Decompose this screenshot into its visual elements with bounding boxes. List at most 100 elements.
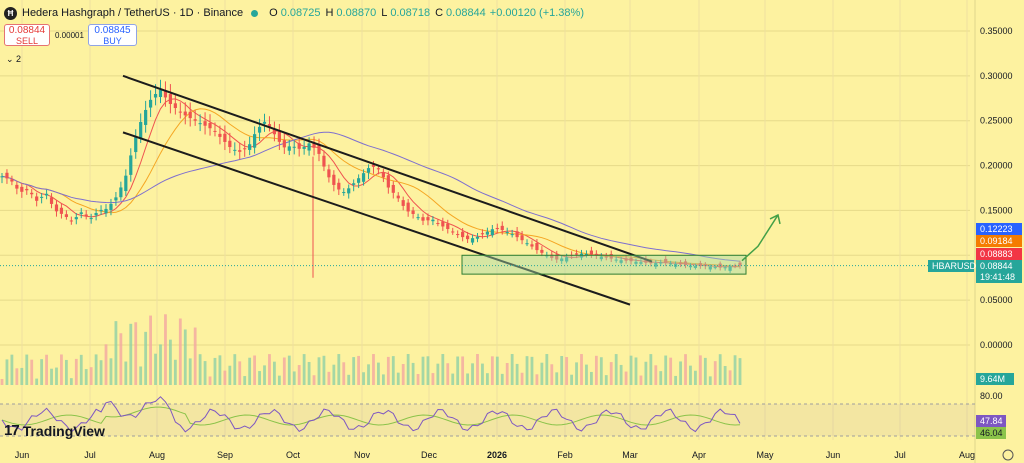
candle-body [15, 184, 19, 189]
volume-bar [451, 373, 455, 385]
candle-body [337, 182, 341, 190]
candle-body [619, 260, 623, 263]
volume-bar [733, 355, 737, 385]
buy-button[interactable]: 0.08845 BUY [88, 24, 137, 46]
candle-body [262, 121, 267, 124]
candle-body [451, 231, 455, 233]
candle-body [188, 111, 192, 119]
volume-bar [109, 358, 113, 385]
candle-body [495, 227, 499, 230]
time-tick-label: Dec [421, 450, 438, 460]
volume-bar [159, 344, 162, 385]
candle-body [723, 267, 727, 269]
candle-body [500, 225, 504, 231]
price-axis[interactable]: 0.350000.300000.250000.200000.150000.100… [928, 26, 1022, 439]
volume-bar [203, 361, 207, 385]
volume-bar [25, 354, 29, 385]
indicators-toggle[interactable]: ⌄ 2 [6, 54, 22, 64]
candle-body [168, 94, 173, 104]
breakout-arrowhead[interactable] [769, 213, 781, 225]
volume-bar [604, 375, 608, 385]
market-status-icon[interactable] [251, 9, 259, 17]
volume-bar [60, 354, 63, 385]
volume-bar [45, 354, 48, 385]
candle-body [574, 253, 579, 255]
candle-body [683, 261, 688, 265]
sell-button[interactable]: 0.08844 SELL [4, 24, 50, 46]
volume-bar [198, 354, 202, 385]
candle-body [475, 236, 480, 239]
volume-bar [287, 355, 291, 385]
volume-bar [679, 361, 682, 385]
volume-bar [277, 375, 281, 385]
volume-bar [446, 363, 450, 385]
volume-last-label: 9.64M [980, 374, 1005, 384]
volume-bar [169, 339, 172, 385]
volume-bar [129, 323, 133, 385]
candle-body [272, 129, 277, 135]
candle-body [624, 258, 628, 261]
candle-body [223, 133, 227, 142]
channel-lower-line[interactable] [122, 131, 631, 306]
consolidation-box[interactable] [461, 254, 747, 275]
volume-bar [669, 357, 673, 385]
volume-bar [337, 354, 341, 385]
chart-header: Ħ Hedera Hashgraph / TetherUS · 1D · Bin… [4, 5, 584, 21]
candle-body [614, 259, 618, 261]
candle-body [664, 258, 668, 263]
spread-value: 0.00001 [55, 31, 84, 40]
volume-bar [674, 375, 678, 385]
candle-body [361, 173, 366, 182]
price-tick-label: 0.15000 [980, 205, 1013, 215]
volume-bar [738, 358, 742, 385]
volume-bar [228, 365, 232, 385]
volume-bar [282, 357, 286, 385]
breakout-arrow[interactable] [741, 214, 779, 262]
candle-body [416, 217, 420, 219]
time-axis[interactable]: Jun Jul Aug Sep Oct Nov Dec 2026 Feb Mar Apr May Jun… [15, 449, 1014, 461]
volume-bar [357, 355, 361, 385]
time-tick-label: Jul [84, 450, 96, 460]
volume-bar [466, 373, 469, 385]
volume-bar [624, 371, 628, 385]
volume-bar [728, 370, 732, 385]
candle-body [178, 111, 182, 113]
candle-body [688, 265, 693, 268]
candle-body [470, 238, 475, 243]
candle-body [639, 262, 643, 264]
volume-bar [144, 331, 148, 385]
candle-body [198, 123, 202, 125]
volume-bar [367, 364, 370, 385]
volume-bar [594, 355, 598, 385]
candle-body [609, 254, 613, 259]
candle-body [163, 91, 168, 98]
volume-bar [431, 373, 435, 385]
candle-body [183, 111, 187, 116]
candle-body [446, 223, 450, 229]
volume-bar [79, 354, 83, 385]
volume-bar [659, 371, 663, 385]
channel-upper-line[interactable] [122, 74, 653, 263]
drawings[interactable] [0, 74, 975, 306]
volume-bar [332, 364, 336, 385]
settings-gear-icon[interactable] [1002, 449, 1014, 461]
candle-body [411, 210, 415, 214]
candle-body [124, 175, 128, 192]
volume-bar [456, 356, 460, 385]
candle-body [302, 146, 306, 149]
candle-body [79, 212, 83, 214]
candle-body [94, 213, 98, 216]
candle-body [40, 196, 44, 198]
candle-body [441, 221, 445, 227]
candle-body [342, 192, 346, 194]
candle-body [322, 155, 326, 167]
candle-body [347, 188, 351, 194]
candle-body [44, 193, 49, 196]
time-tick-label: Feb [557, 450, 573, 460]
volume-bar [396, 372, 400, 385]
candle-body [243, 148, 247, 150]
volume-bar [312, 375, 316, 385]
candle-body [669, 263, 673, 265]
tradingview-logo: 17 TradingView [4, 422, 105, 439]
